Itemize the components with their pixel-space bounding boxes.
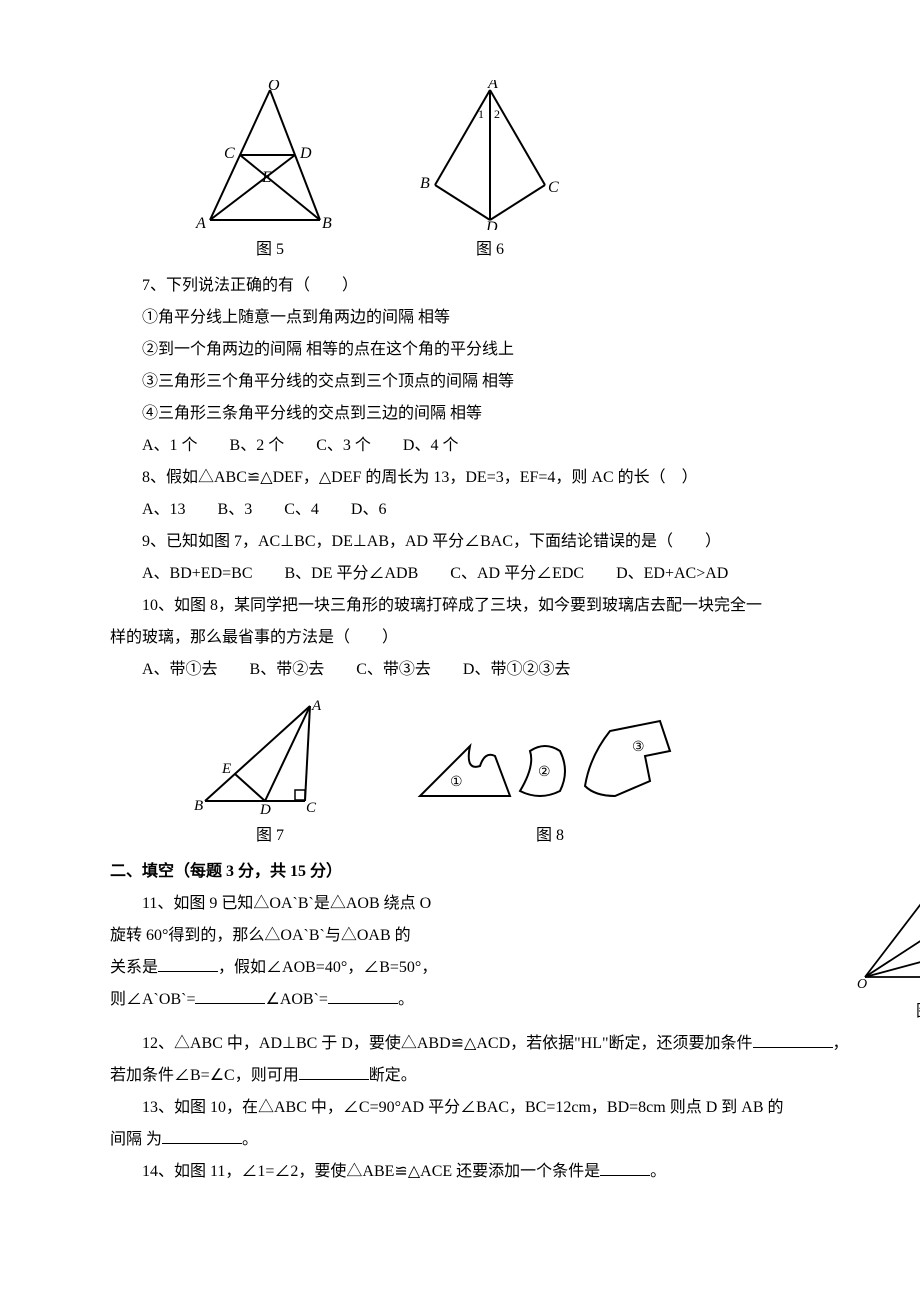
figure-7-svg: A B C D E xyxy=(190,696,350,816)
fig8-label-1: ① xyxy=(450,775,463,790)
q12-c: 若加条件∠B=∠C，则可用 xyxy=(110,1067,299,1084)
figure-8-caption: 图 8 xyxy=(536,820,564,852)
q14-a: 14、如图 11，∠1=∠2，要使△ABE≌△ACE 还要添加一个条件是 xyxy=(142,1163,600,1180)
q12-blank2 xyxy=(299,1063,369,1080)
figure-9-caption: 图 9 xyxy=(916,996,920,1028)
fig6-label-1: 1 xyxy=(478,107,484,121)
fig8-label-2: ② xyxy=(538,765,551,780)
fig6-label-2: 2 xyxy=(494,107,500,121)
q11-blank1 xyxy=(158,955,218,972)
q11-line1: 11、如图 9 已知△OA`B`是△AOB 绕点 O xyxy=(110,888,830,920)
q13-c: 。 xyxy=(242,1131,258,1148)
q7-s1: ①角平分线上随意一点到角两边的间隔 相等 xyxy=(110,302,920,334)
q11-line4b: ∠AOB`= xyxy=(265,991,327,1008)
q7-s2: ②到一个角两边的间隔 相等的点在这个角的平分线上 xyxy=(110,334,920,366)
figures-row-7-8: A B C D E 图 7 ① ② ③ 图 8 xyxy=(190,696,920,852)
fig5-label-A: A xyxy=(195,215,206,230)
q9-stem: 9、已知如图 7，AC⊥BC，DE⊥AB，AD 平分∠BAC，下面结论错误的是（… xyxy=(110,526,920,558)
section-2-header: 二、填空（每题 3 分，共 15 分） xyxy=(110,856,920,888)
fig7-label-B: B xyxy=(194,798,203,814)
q12-d: 断定。 xyxy=(369,1067,417,1084)
q11-line3a: 关系是 xyxy=(110,959,158,976)
figure-7: A B C D E 图 7 xyxy=(190,696,350,852)
q14-b: 。 xyxy=(650,1163,666,1180)
q13-blank xyxy=(162,1127,242,1144)
q11-line3b: ，假如∠AOB=40°，∠B=50°， xyxy=(218,959,437,976)
fig6-label-B: B xyxy=(420,175,430,192)
fig7-label-C: C xyxy=(306,800,317,816)
q7-s3: ③三角形三个角平分线的交点到三个顶点的间隔 相等 xyxy=(110,366,920,398)
q12-a: 12、△ABC 中，AD⊥BC 于 D，要使△ABD≌△ACD，若依据"HL"断… xyxy=(142,1035,753,1052)
q14-blank xyxy=(600,1159,650,1176)
figure-5-caption: 图 5 xyxy=(256,234,284,266)
fig7-label-A: A xyxy=(311,698,322,714)
q11-text: 11、如图 9 已知△OA`B`是△AOB 绕点 O 旋转 60°得到的，那么△… xyxy=(110,888,830,1016)
figure-6: A B C D 1 2 图 6 xyxy=(410,80,570,266)
fig7-label-D: D xyxy=(259,802,271,816)
fig7-label-E: E xyxy=(221,761,231,777)
q12-blank1 xyxy=(753,1031,833,1048)
q13-line2: 间隔 为 。 xyxy=(110,1124,920,1156)
q13-b: 间隔 为 xyxy=(110,1131,162,1148)
q7-choices: A、1 个 B、2 个 C、3 个 D、4 个 xyxy=(110,430,920,462)
q11-row: 11、如图 9 已知△OA`B`是△AOB 绕点 O 旋转 60°得到的，那么△… xyxy=(110,888,920,1028)
fig9-label-O: O xyxy=(857,977,867,992)
q8-stem: 8、假如△ABC≌△DEF，△DEF 的周长为 13，DE=3，EF=4，则 A… xyxy=(110,462,920,494)
figure-5-svg: O C D E A B xyxy=(190,80,350,230)
figure-6-svg: A B C D 1 2 xyxy=(410,80,570,230)
figure-5: O C D E A B 图 5 xyxy=(190,80,350,266)
q13-a: 13、如图 10，在△ABC 中，∠C=90°AD 平分∠BAC，BC=12cm… xyxy=(110,1092,920,1124)
figure-7-caption: 图 7 xyxy=(256,820,284,852)
figures-row-5-6: O C D E A B 图 5 A B C D 1 2 图 6 xyxy=(190,80,920,266)
q10-stem-b: 样的玻璃，那么最省事的方法是（ ） xyxy=(110,622,920,654)
fig5-label-C: C xyxy=(224,145,235,162)
figure-9: O A B A' B' 图 9 xyxy=(830,882,920,1028)
q11-line4c: 。 xyxy=(398,991,414,1008)
fig6-label-A: A xyxy=(487,80,498,92)
q11-blank3 xyxy=(328,987,398,1004)
q9-choices: A、BD+ED=BC B、DE 平分∠ADB C、AD 平分∠EDC D、ED+… xyxy=(110,558,920,590)
fig6-label-D: D xyxy=(485,219,498,230)
fig5-label-D: D xyxy=(299,145,312,162)
fig5-label-B: B xyxy=(322,215,332,230)
q14: 14、如图 11，∠1=∠2，要使△ABE≌△ACE 还要添加一个条件是 。 xyxy=(110,1156,920,1188)
q10-stem-a: 10、如图 8，某同学把一块三角形的玻璃打碎成了三块，如今要到玻璃店去配一块完全… xyxy=(110,590,920,622)
figure-8-svg: ① ② ③ xyxy=(410,696,690,816)
fig5-label-O: O xyxy=(268,80,280,94)
q7-stem: 7、下列说法正确的有（ ） xyxy=(110,270,920,302)
q12: 12、△ABC 中，AD⊥BC 于 D，要使△ABD≌△ACD，若依据"HL"断… xyxy=(110,1028,920,1060)
q12-line2: 若加条件∠B=∠C，则可用 断定。 xyxy=(110,1060,920,1092)
q11-line4a: 则∠A`OB`= xyxy=(110,991,195,1008)
q7-s4: ④三角形三条角平分线的交点到三边的间隔 相等 xyxy=(110,398,920,430)
q11-line4: 则∠A`OB`= ∠AOB`= 。 xyxy=(110,984,830,1016)
figure-6-caption: 图 6 xyxy=(476,234,504,266)
q8-choices: A、13 B、3 C、4 D、6 xyxy=(110,494,920,526)
fig8-label-3: ③ xyxy=(632,740,645,755)
q11-line2: 旋转 60°得到的，那么△OA`B`与△OAB 的 xyxy=(110,920,830,952)
fig5-label-E: E xyxy=(261,169,272,186)
q11-blank2 xyxy=(195,987,265,1004)
q12-b: ， xyxy=(833,1035,849,1052)
figure-8: ① ② ③ 图 8 xyxy=(410,696,690,852)
q11-line3: 关系是 ，假如∠AOB=40°，∠B=50°， xyxy=(110,952,830,984)
fig6-label-C: C xyxy=(548,179,559,196)
q10-choices: A、带①去 B、带②去 C、带③去 D、带①②③去 xyxy=(110,654,920,686)
figure-9-svg: O A B A' B' xyxy=(845,882,920,992)
